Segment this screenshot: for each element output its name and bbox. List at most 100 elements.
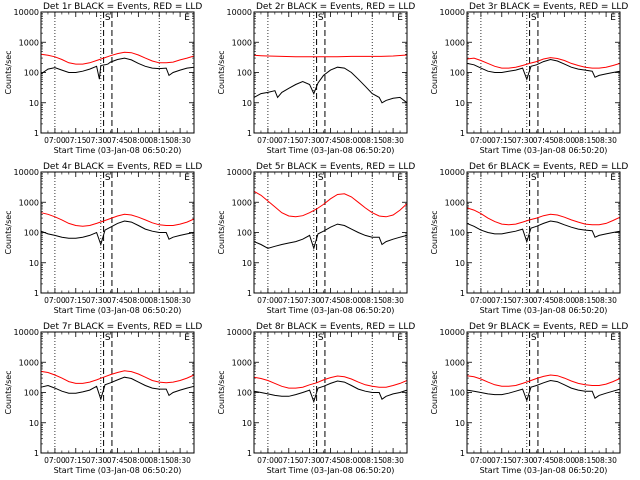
marker-label-e: E [397, 13, 403, 23]
y-tick-label: 100 [24, 69, 39, 78]
plot-frame [466, 11, 621, 134]
x-axis-label: Start Time (03-Jan-08 06:50:20) [54, 146, 182, 155]
plot-frame [40, 171, 195, 294]
y-tick-label: 1 [34, 449, 39, 458]
x-tick-label: 08:00 [128, 136, 150, 145]
series-line-lld [466, 374, 621, 387]
x-tick-label: 08:15 [148, 296, 170, 305]
y-axis-label: Counts/sec [430, 370, 439, 414]
x-tick-label: 07:45 [107, 456, 129, 465]
y-tick-label: 10000 [440, 8, 465, 17]
chart-title: Det 7r BLACK = Events, RED = LLD [43, 322, 202, 332]
chart-title: Det 5r BLACK = Events, RED = LLD [256, 162, 415, 172]
series-line-lld [40, 370, 195, 384]
series-line-events [466, 58, 621, 81]
x-tick-label: 08:00 [554, 296, 576, 305]
x-axis-label: Start Time (03-Jan-08 06:50:20) [480, 146, 608, 155]
plot-frame [253, 331, 408, 454]
series-line-lld [40, 51, 195, 65]
y-tick-label: 10000 [440, 168, 465, 177]
x-tick-label: 07:30 [299, 296, 321, 305]
marker-label-e: E [397, 173, 403, 183]
series-line-events [40, 220, 195, 247]
marker-label-s: S [105, 333, 111, 343]
x-tick-label: 08:15 [574, 456, 596, 465]
series-line-lld [40, 212, 195, 227]
marker-label-s: S [318, 333, 324, 343]
x-tick-label: 08:00 [128, 296, 150, 305]
marker-label-s: S [531, 173, 537, 183]
x-tick-label: 07:15 [278, 296, 300, 305]
x-axis-label: Start Time (03-Jan-08 06:50:20) [267, 466, 395, 475]
y-tick-label: 10 [242, 259, 252, 268]
marker-label-e: E [610, 173, 616, 183]
chart-title: Det 3r BLACK = Events, RED = LLD [469, 2, 628, 12]
x-tick-label: 07:45 [533, 456, 555, 465]
y-tick-label: 1000 [445, 358, 465, 367]
x-tick-label: 08:15 [574, 296, 596, 305]
y-tick-label: 1000 [445, 198, 465, 207]
y-tick-label: 10 [29, 419, 39, 428]
y-tick-label: 100 [24, 389, 39, 398]
x-tick-label: 08:30 [595, 136, 617, 145]
y-tick-label: 100 [237, 69, 252, 78]
x-axis-label: Start Time (03-Jan-08 06:50:20) [267, 306, 395, 315]
x-tick-label: 07:30 [86, 296, 108, 305]
x-tick-label: 07:00 [44, 296, 66, 305]
marker-label-s: S [531, 13, 537, 23]
x-tick-label: 07:15 [278, 456, 300, 465]
chart-panel-7: Det 7r BLACK = Events, RED = LLD 1 10 100 10… [4, 322, 202, 475]
y-tick-label: 1000 [19, 358, 39, 367]
y-tick-label: 1 [460, 129, 465, 138]
y-tick-label: 100 [237, 229, 252, 238]
plot-frame [40, 331, 195, 454]
series-line-events [253, 223, 408, 250]
x-tick-label: 07:30 [512, 296, 534, 305]
x-tick-label: 07:15 [278, 136, 300, 145]
x-axis-label: Start Time (03-Jan-08 06:50:20) [480, 306, 608, 315]
x-tick-label: 08:15 [361, 136, 383, 145]
x-tick-label: 08:00 [554, 456, 576, 465]
y-tick-label: 10 [29, 259, 39, 268]
marker-label-e: E [610, 333, 616, 343]
x-axis-label: Start Time (03-Jan-08 06:50:20) [480, 466, 608, 475]
chart-title: Det 6r BLACK = Events, RED = LLD [469, 162, 628, 172]
y-tick-label: 10000 [14, 8, 39, 17]
y-tick-label: 10 [455, 99, 465, 108]
y-tick-label: 100 [24, 229, 39, 238]
x-tick-label: 08:30 [382, 456, 404, 465]
x-axis-label: Start Time (03-Jan-08 06:50:20) [54, 306, 182, 315]
chart-panel-2: Det 2r BLACK = Events, RED = LLD 1 10 100 10… [217, 2, 415, 155]
x-tick-label: 08:15 [361, 456, 383, 465]
y-tick-label: 10000 [227, 328, 252, 337]
y-axis-label: Counts/sec [430, 50, 439, 94]
x-tick-label: 08:15 [148, 136, 170, 145]
x-tick-label: 07:45 [320, 456, 342, 465]
marker-label-s: S [105, 13, 111, 23]
series-line-lld [253, 190, 408, 218]
y-tick-label: 1 [34, 129, 39, 138]
x-tick-label: 08:30 [382, 296, 404, 305]
marker-label-e: E [610, 13, 616, 23]
x-tick-label: 07:00 [257, 136, 279, 145]
series-line-events [40, 376, 195, 401]
series-line-lld [253, 54, 408, 58]
y-tick-label: 10 [455, 419, 465, 428]
marker-label-s: S [105, 173, 111, 183]
x-tick-label: 08:00 [341, 136, 363, 145]
x-tick-label: 08:30 [595, 456, 617, 465]
chart-title: Det 8r BLACK = Events, RED = LLD [256, 322, 415, 332]
chart-panel-5: Det 5r BLACK = Events, RED = LLD 1 10 100 10… [217, 162, 415, 315]
x-tick-label: 08:00 [341, 296, 363, 305]
x-tick-label: 07:45 [107, 296, 129, 305]
marker-label-e: E [184, 333, 190, 343]
y-tick-label: 1 [247, 449, 252, 458]
x-tick-label: 07:15 [491, 136, 513, 145]
x-tick-label: 07:30 [86, 136, 108, 145]
y-tick-label: 100 [237, 389, 252, 398]
chart-panel-1: Det 1r BLACK = Events, RED = LLD 1 10 100 10… [4, 2, 202, 155]
y-tick-label: 1000 [19, 38, 39, 47]
x-tick-label: 07:30 [512, 456, 534, 465]
x-tick-label: 07:00 [470, 456, 492, 465]
